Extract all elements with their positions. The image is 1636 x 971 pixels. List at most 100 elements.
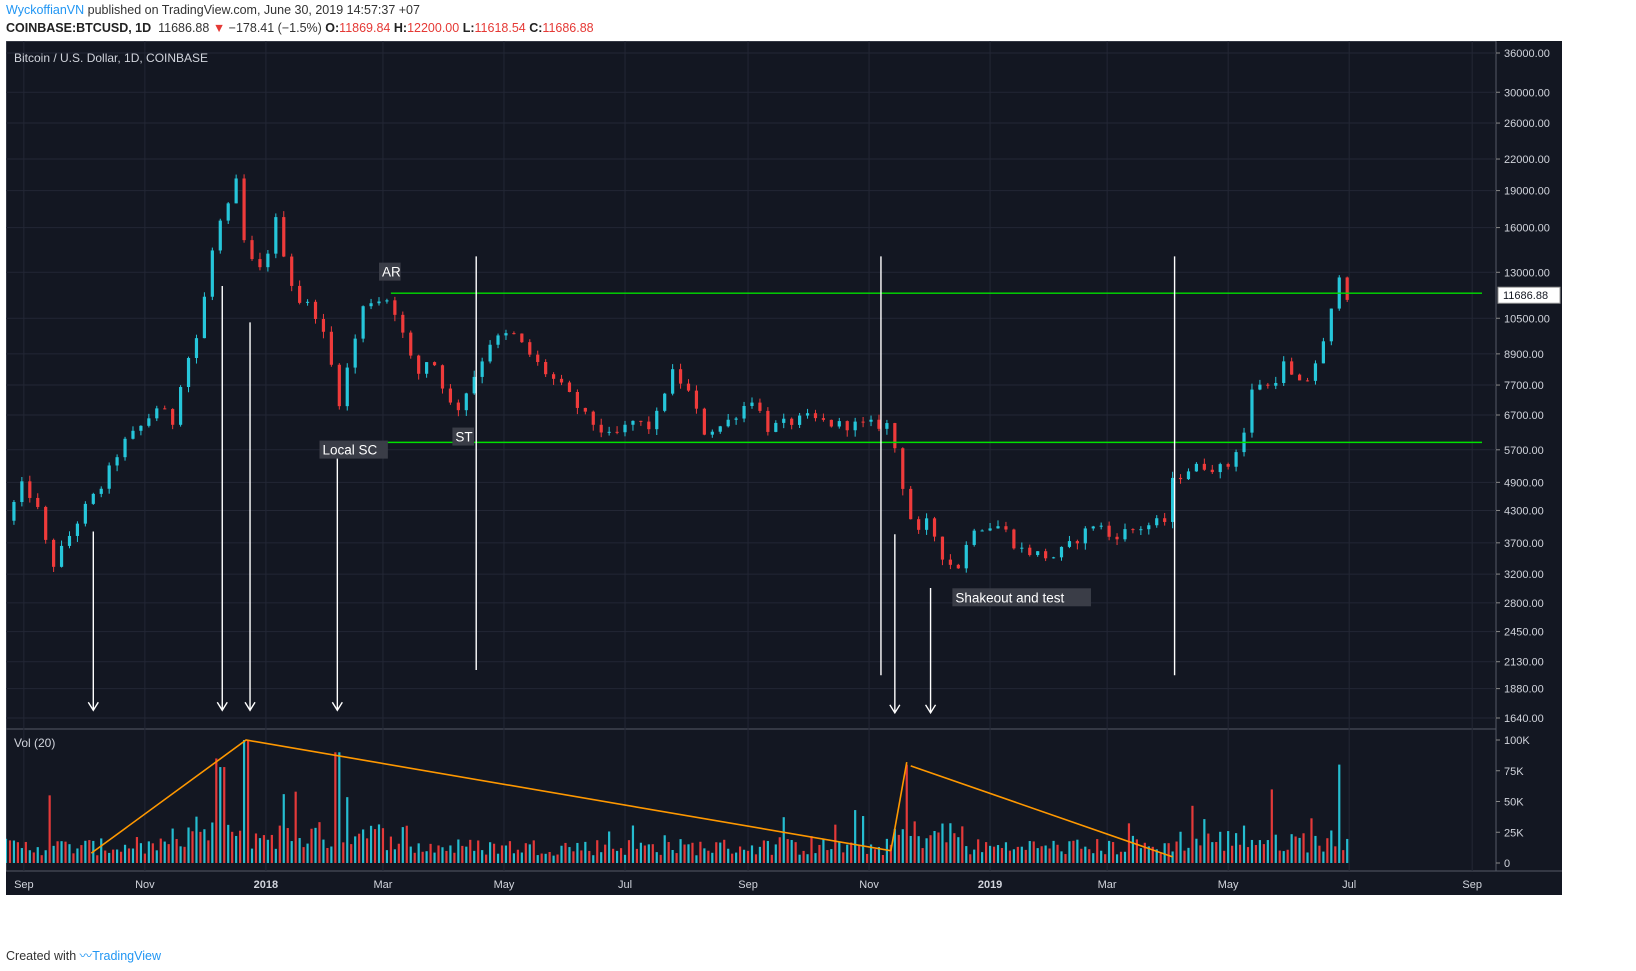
volume-bar xyxy=(207,840,210,863)
volume-bar xyxy=(1171,851,1174,863)
volume-bar xyxy=(477,840,480,863)
footer: Created with 〰TradingView xyxy=(6,945,161,964)
volume-bar xyxy=(187,827,190,863)
volume-bar xyxy=(957,837,960,863)
volume-bar xyxy=(1334,846,1337,863)
volume-bar xyxy=(250,848,254,863)
candle-body xyxy=(1083,528,1087,544)
volume-trendline xyxy=(890,761,908,851)
volume-bar xyxy=(786,839,789,863)
volume-bar xyxy=(489,842,492,863)
author-link[interactable]: WyckoffianVN xyxy=(6,3,85,17)
volume-bar xyxy=(770,854,773,863)
candle-body xyxy=(99,488,103,494)
volume-bar xyxy=(1143,842,1146,863)
volume-bar xyxy=(80,845,83,863)
volume-bar xyxy=(223,767,226,863)
candle-body xyxy=(131,430,135,439)
candle-body xyxy=(139,425,143,431)
volume-bar xyxy=(1223,850,1226,863)
volume-bar xyxy=(1179,831,1182,863)
volume-bar xyxy=(163,841,166,863)
volume-bar xyxy=(278,825,281,863)
low-label: L: xyxy=(462,21,475,35)
candle-body xyxy=(67,535,72,546)
volume-bar xyxy=(246,740,250,863)
candle-body xyxy=(1202,463,1206,470)
volume-bar xyxy=(524,843,527,863)
volume-bar xyxy=(48,795,51,863)
volume-bar xyxy=(469,839,472,863)
time-tick-label: Sep xyxy=(14,879,34,891)
last-price-tag xyxy=(1497,286,1561,304)
volume-bar xyxy=(1076,839,1079,863)
volume-bar xyxy=(810,836,813,863)
price-chart[interactable]: 1640.00 1880.00 2130.00 2450.00 2800.00 3200.… xyxy=(6,41,1562,895)
volume-bar xyxy=(1024,849,1027,863)
tradingview-link[interactable]: TradingView xyxy=(92,949,161,963)
volume-bar xyxy=(191,831,194,863)
candle-body xyxy=(940,536,945,560)
candle-body xyxy=(1147,525,1151,530)
price-tick-label: 13000.00 xyxy=(1504,267,1550,279)
volume-bar xyxy=(830,849,833,863)
volume-bar xyxy=(889,844,892,863)
volume-bar xyxy=(604,844,607,863)
open-label: O: xyxy=(325,21,340,35)
price-tick-label: 7700.00 xyxy=(1504,380,1544,392)
candle-body xyxy=(591,411,595,425)
volume-bar xyxy=(36,847,39,863)
volume-bar xyxy=(1104,854,1107,863)
annotation-label: ST xyxy=(455,430,472,445)
candle-body xyxy=(242,178,246,241)
candle-body xyxy=(369,303,373,307)
volume-bar xyxy=(397,843,400,863)
time-tick-label: Nov xyxy=(859,879,879,891)
volume-bar xyxy=(1211,842,1214,863)
volume-bar xyxy=(683,844,686,863)
volume-bar xyxy=(171,828,174,863)
volume-bar xyxy=(627,840,631,863)
volume-bar xyxy=(112,849,115,863)
volume-bar xyxy=(72,853,75,863)
price-tick-label: 10500.00 xyxy=(1504,313,1550,325)
volume-bar xyxy=(326,847,329,863)
volume-bar xyxy=(413,852,416,863)
volume-bar xyxy=(1270,789,1273,863)
volume-bar xyxy=(699,841,702,863)
candle-body xyxy=(1234,452,1238,467)
volume-bar xyxy=(881,854,885,863)
volume-bar xyxy=(294,791,297,863)
volume-bar xyxy=(1084,846,1087,863)
publish-info: WyckoffianVN published on TradingView.co… xyxy=(6,3,420,17)
candle-body xyxy=(1258,384,1262,390)
volume-bar xyxy=(834,824,837,863)
volume-bar xyxy=(1123,851,1127,863)
candle-body xyxy=(1107,525,1111,537)
volume-bar xyxy=(139,843,143,863)
candle-body xyxy=(1028,547,1032,556)
volume-bar xyxy=(286,828,289,863)
volume-bar xyxy=(1338,764,1341,863)
volume-bar xyxy=(897,834,900,863)
candle-body xyxy=(1091,526,1095,529)
volume-bar xyxy=(933,831,936,863)
publish-text: published on TradingView.com, June 30, 2… xyxy=(87,3,420,17)
volume-bar xyxy=(88,840,91,863)
volume-bar xyxy=(623,854,627,863)
volume-bar xyxy=(183,846,186,863)
volume-bar xyxy=(1000,848,1004,863)
volume-bar xyxy=(1306,852,1309,863)
volume-bar xyxy=(119,851,123,863)
volume-bar xyxy=(1008,850,1012,863)
volume-bar xyxy=(596,840,599,863)
volume-bar xyxy=(258,838,262,863)
volume-bar xyxy=(1207,833,1210,863)
volume-bar xyxy=(433,852,436,863)
candle-body xyxy=(12,502,16,521)
candle-body xyxy=(393,300,397,315)
candle-body xyxy=(782,418,786,423)
volume-bar xyxy=(298,838,301,863)
candle-body xyxy=(409,332,413,356)
time-tick-label: Sep xyxy=(738,879,758,891)
